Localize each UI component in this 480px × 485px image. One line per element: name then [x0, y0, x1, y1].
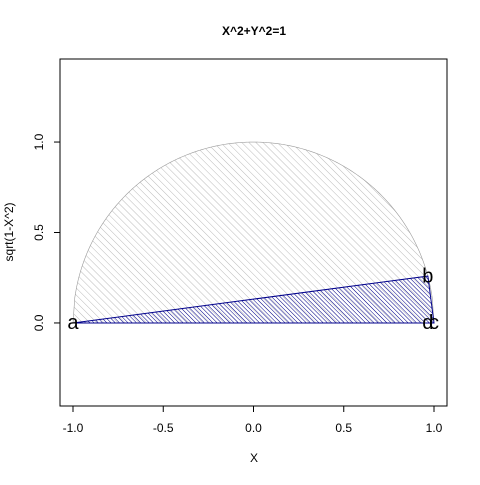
x-tick-label: 0.5 — [335, 421, 352, 435]
triangle — [72, 275, 435, 324]
x-tick-label: -1.0 — [63, 421, 84, 435]
y-tick-label: 1.0 — [32, 133, 46, 150]
x-tick-label: 1.0 — [426, 421, 443, 435]
x-axis-label: X — [250, 451, 258, 465]
point-label: b — [422, 265, 433, 287]
y-tick-label: 0.0 — [32, 314, 46, 331]
point-label: a — [67, 312, 79, 334]
x-tick-label: -0.5 — [153, 421, 174, 435]
y-axis-label: sqrt(1-X^2) — [2, 203, 16, 262]
semicircle — [72, 141, 435, 324]
x-tick-label: 0.0 — [245, 421, 262, 435]
point-label: d — [422, 312, 433, 334]
chart-title: X^2+Y^2=1 — [222, 24, 286, 38]
y-tick-label: 0.5 — [32, 224, 46, 241]
point-label: c — [429, 312, 439, 334]
